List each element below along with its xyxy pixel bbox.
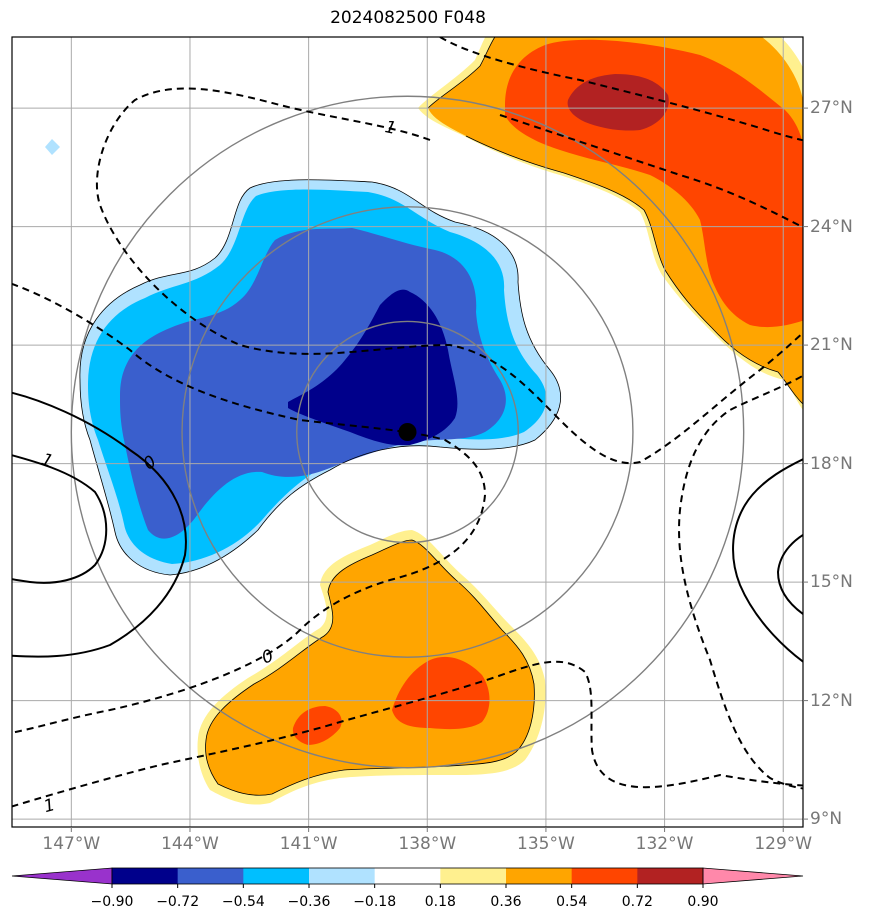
dashed-contour-big-loop (96, 87, 803, 465)
colorbar-bin (571, 868, 638, 884)
lat-tick-label: 27°N (810, 98, 853, 119)
colorbar-bin (112, 868, 179, 884)
contour-fill-navy (288, 289, 458, 446)
colorbar-tick-label: −0.72 (156, 894, 200, 910)
positive-anomaly-ne-region (418, 37, 803, 411)
contour-fill-firebrick-ne (567, 74, 669, 131)
lon-tick-label: 138°W (398, 834, 457, 854)
colorbar-bin (440, 868, 507, 884)
solid-contours (12, 391, 803, 663)
range-rings (70, 95, 745, 769)
lat-tick-label: 15°N (810, 572, 853, 593)
colorbar (11, 867, 804, 888)
dashed-contour-ne (499, 114, 803, 229)
range-ring (70, 95, 745, 769)
lon-tick-label: 135°W (517, 834, 575, 854)
colorbar-tick-label: 0.18 (424, 894, 456, 910)
colorbar-tick-label: 0.36 (490, 894, 522, 910)
colorbar-tick-label: 0.90 (687, 894, 719, 910)
colorbar-tick-label: 0.72 (621, 894, 653, 910)
axis-ticks (70, 107, 808, 832)
positive-anomaly-south-region (197, 530, 546, 805)
map-title: 2024082500 F048 (330, 8, 486, 28)
lon-tick-label: 144°W (161, 834, 219, 854)
contour-fill-small-blip (45, 139, 60, 155)
lat-tick-label: 21°N (810, 335, 853, 356)
lat-tick-label: 12°N (810, 690, 853, 711)
lon-tick-label: 129°W (754, 834, 813, 854)
colorbar-bin (374, 868, 441, 884)
solid-contour-west-inner (12, 454, 108, 584)
range-ring (296, 320, 519, 544)
lat-tick-label: 18°N (810, 453, 853, 474)
dashed-contour-south (12, 660, 803, 808)
dashed-contour-west (12, 282, 487, 734)
storm-center-marker (398, 423, 417, 441)
anomaly-boundary-contours (79, 37, 803, 796)
lon-tick-label: 141°W (279, 834, 338, 854)
solid-contour-east-outer (732, 458, 803, 663)
colorbar-tick-label: 0.54 (556, 894, 588, 910)
contour-fill-orange-s (205, 540, 535, 796)
negative-anomaly-region (79, 179, 561, 575)
contour-label: 1 (383, 117, 398, 139)
lat-tick-label: 24°N (810, 216, 853, 237)
colorbar-tick-label: −0.18 (353, 894, 397, 910)
range-ring (181, 206, 634, 658)
contour-fill-orangered-s-small (292, 706, 342, 745)
colorbar-tick-label: −0.90 (90, 894, 134, 910)
dashed-contour-east (678, 374, 803, 790)
lat-tick-label: 9°N (810, 809, 843, 830)
colorbar-bin (637, 868, 704, 884)
colorbar-tick-label: −0.36 (287, 894, 331, 910)
solid-contour-east-inner (776, 533, 803, 616)
map-plot-area: 1 0 1 0 1 (12, 37, 803, 827)
colorbar-extend-high (702, 867, 804, 885)
colorbar-bin (177, 868, 244, 884)
colorbar-bin (506, 868, 573, 884)
colorbar-outline (111, 867, 704, 885)
solid-contour-west-outer (12, 391, 187, 658)
contour-fill-orangered-s-main (392, 656, 490, 730)
dashed-contour-north (439, 37, 803, 142)
contour-label: 1 (42, 795, 58, 817)
lon-tick-label: 132°W (635, 834, 694, 854)
colorbar-tick-label: −0.54 (221, 894, 265, 910)
map-gridlines (12, 37, 803, 827)
colorbar-bin (243, 868, 310, 884)
lon-tick-label: 147°W (42, 834, 101, 854)
colorbar-bin (309, 868, 376, 884)
colorbar-extend-low (11, 867, 113, 885)
dashed-contours (12, 37, 803, 808)
map-frame (11, 36, 804, 828)
